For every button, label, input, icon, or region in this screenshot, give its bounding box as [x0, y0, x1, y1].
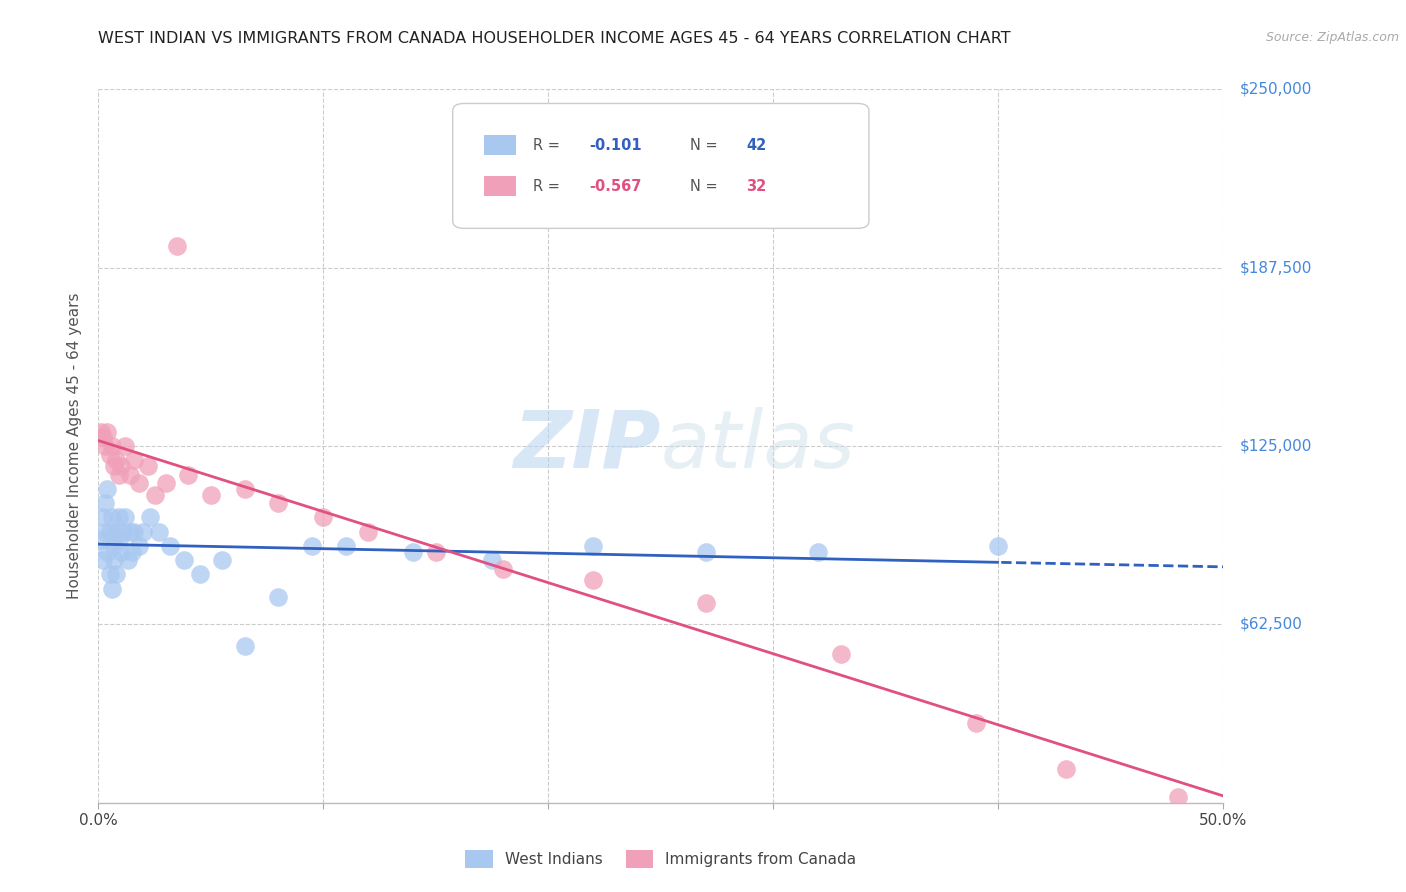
Point	[166, 239, 188, 253]
Point	[492, 562, 515, 576]
Point	[965, 715, 987, 730]
Point	[267, 496, 290, 510]
Point	[90, 425, 112, 439]
Point	[155, 476, 177, 491]
Point	[98, 524, 121, 539]
Point	[987, 539, 1010, 553]
Point	[335, 539, 357, 553]
Point	[1054, 762, 1077, 776]
Point	[1167, 790, 1189, 805]
Point	[143, 487, 166, 501]
Point	[188, 567, 211, 582]
Point	[200, 487, 222, 501]
Text: 32: 32	[747, 179, 766, 194]
Point	[101, 510, 124, 524]
Point	[139, 510, 162, 524]
Text: $125,000: $125,000	[1240, 439, 1312, 453]
Text: N =: N =	[690, 179, 723, 194]
Point	[107, 510, 129, 524]
Point	[695, 544, 717, 558]
Point	[118, 467, 141, 482]
FancyBboxPatch shape	[484, 135, 516, 155]
Point	[103, 539, 125, 553]
Point	[301, 539, 323, 553]
Text: $250,000: $250,000	[1240, 82, 1312, 96]
Point	[117, 553, 139, 567]
Point	[107, 467, 129, 482]
Point	[582, 539, 605, 553]
Point	[110, 458, 132, 473]
Point	[807, 544, 830, 558]
Point	[124, 524, 146, 539]
Text: 42: 42	[747, 138, 766, 153]
Point	[105, 524, 128, 539]
Text: N =: N =	[690, 138, 723, 153]
Point	[103, 458, 125, 473]
Point	[233, 639, 256, 653]
Point	[173, 553, 195, 567]
Point	[94, 439, 117, 453]
Point	[105, 567, 128, 582]
Text: WEST INDIAN VS IMMIGRANTS FROM CANADA HOUSEHOLDER INCOME AGES 45 - 64 YEARS CORR: WEST INDIAN VS IMMIGRANTS FROM CANADA HO…	[98, 31, 1011, 46]
Point	[312, 510, 335, 524]
Point	[94, 524, 117, 539]
Point	[101, 439, 124, 453]
Point	[136, 458, 159, 473]
Point	[267, 591, 290, 605]
Point	[105, 453, 128, 467]
FancyBboxPatch shape	[484, 176, 516, 195]
Point	[91, 430, 114, 444]
Legend: West Indians, Immigrants from Canada: West Indians, Immigrants from Canada	[460, 844, 862, 873]
Point	[132, 524, 155, 539]
Point	[118, 524, 141, 539]
Text: Source: ZipAtlas.com: Source: ZipAtlas.com	[1265, 31, 1399, 45]
Y-axis label: Householder Income Ages 45 - 64 years: Householder Income Ages 45 - 64 years	[67, 293, 83, 599]
Point	[96, 482, 118, 496]
FancyBboxPatch shape	[453, 103, 869, 228]
Text: ZIP: ZIP	[513, 407, 661, 485]
Point	[425, 544, 447, 558]
Text: R =: R =	[533, 138, 564, 153]
Point	[98, 448, 121, 462]
Point	[124, 453, 146, 467]
Point	[114, 510, 136, 524]
Text: atlas: atlas	[661, 407, 856, 485]
Point	[90, 533, 112, 548]
Point	[695, 596, 717, 610]
Point	[402, 544, 425, 558]
Point	[357, 524, 380, 539]
Text: $62,500: $62,500	[1240, 617, 1303, 632]
Text: -0.567: -0.567	[589, 179, 641, 194]
Point	[110, 544, 132, 558]
Point	[96, 425, 118, 439]
Point	[107, 533, 129, 548]
Point	[103, 553, 125, 567]
Point	[114, 439, 136, 453]
Point	[94, 496, 117, 510]
Point	[91, 553, 114, 567]
Text: R =: R =	[533, 179, 564, 194]
Point	[128, 539, 150, 553]
Point	[96, 544, 118, 558]
Point	[177, 467, 200, 482]
Point	[481, 553, 503, 567]
Point	[98, 567, 121, 582]
Text: -0.101: -0.101	[589, 138, 641, 153]
Point	[128, 476, 150, 491]
Point	[159, 539, 181, 553]
Point	[148, 524, 170, 539]
Point	[101, 582, 124, 596]
Point	[211, 553, 233, 567]
Point	[830, 648, 852, 662]
Text: $187,500: $187,500	[1240, 260, 1312, 275]
Point	[112, 524, 135, 539]
Point	[233, 482, 256, 496]
Point	[121, 544, 143, 558]
Point	[582, 573, 605, 587]
Point	[91, 510, 114, 524]
